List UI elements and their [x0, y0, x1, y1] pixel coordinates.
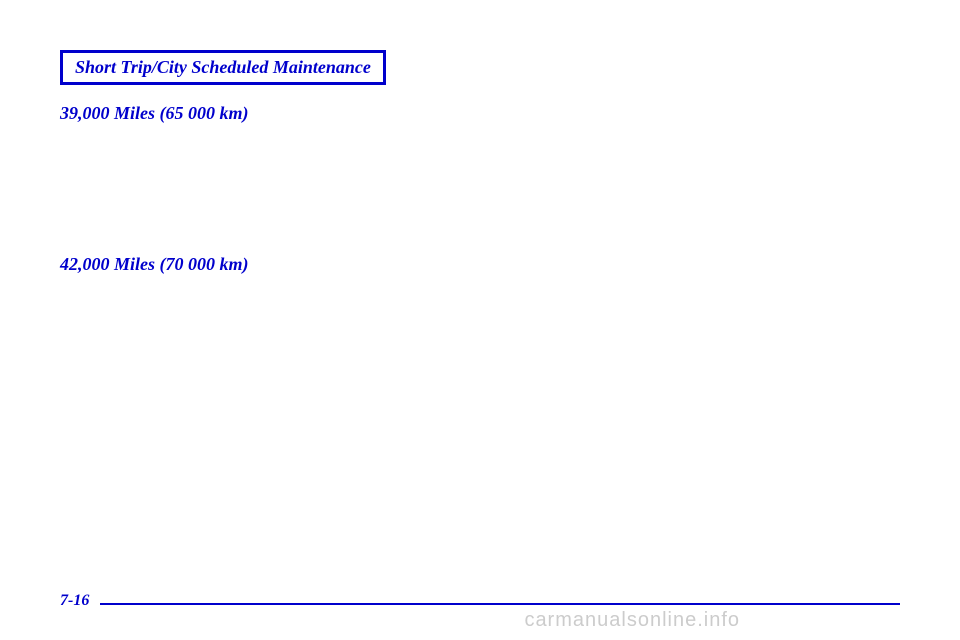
milestone-heading: 39,000 Miles (65 000 km)	[60, 103, 900, 124]
milestone-heading: 42,000 Miles (70 000 km)	[60, 254, 900, 275]
page-number: 7-16	[60, 592, 89, 610]
watermark-text: carmanualsonline.info	[524, 609, 740, 632]
schedule-header-box: Short Trip/City Scheduled Maintenance	[60, 50, 386, 85]
footer-divider	[100, 603, 900, 605]
schedule-header-title: Short Trip/City Scheduled Maintenance	[75, 57, 371, 77]
